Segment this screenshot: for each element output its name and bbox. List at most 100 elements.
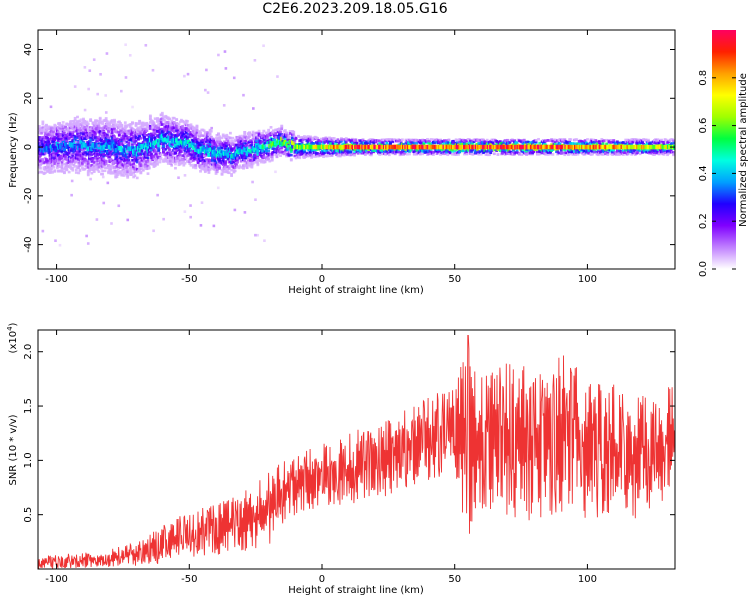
heatmap-cell (54, 148, 58, 153)
heatmap-cell (41, 120, 45, 124)
heatmap-cell (148, 160, 152, 163)
heatmap-cell (111, 162, 115, 166)
heatmap-cell (88, 153, 91, 157)
heatmap-cell (41, 126, 45, 129)
heatmap-cell (86, 122, 90, 126)
heatmap-cell (51, 134, 54, 138)
heatmap-cell (349, 150, 353, 154)
heatmap-cell (275, 142, 279, 148)
heatmap-cell (156, 120, 159, 123)
heatmap-cell (97, 170, 101, 173)
heatmap-cell (218, 137, 222, 140)
heatmap-cell (253, 147, 258, 152)
heatmap-cell (224, 147, 228, 151)
heatmap-cell (475, 149, 478, 153)
heatmap-cell (65, 137, 69, 141)
heatmap-cell (169, 153, 173, 157)
heatmap-cell (90, 153, 94, 156)
heatmap-cell (372, 141, 376, 145)
heatmap-cell (74, 159, 78, 163)
heatmap-cell (174, 152, 177, 155)
heatmap-cell (328, 154, 331, 158)
heatmap-cell (228, 163, 232, 166)
heatmap-cell (51, 164, 54, 167)
heatmap-cell (73, 142, 77, 146)
heatmap-cell (248, 161, 251, 165)
heatmap-cell (90, 150, 94, 153)
heatmap-cell (267, 149, 271, 153)
heatmap-cell (324, 137, 328, 141)
heatmap-cell (280, 148, 284, 151)
heatmap-cell (195, 128, 199, 131)
heatmap-cell (281, 150, 285, 154)
heatmap-cell (193, 156, 196, 159)
heatmap-cell (89, 138, 93, 142)
heatmap-cell (432, 153, 435, 156)
heatmap-cell (246, 163, 250, 167)
heatmap-cell (145, 129, 149, 132)
heatmap-cell (77, 124, 81, 128)
heatmap-cell (146, 156, 150, 160)
heatmap-cell (391, 149, 395, 152)
heatmap-cell (79, 139, 83, 144)
heatmap-cell (240, 143, 244, 146)
heatmap-cell (186, 139, 191, 144)
heatmap-cell (178, 120, 182, 124)
heatmap-cell (84, 161, 88, 164)
heatmap-cell (446, 153, 450, 157)
heatmap-cell (410, 148, 414, 151)
heatmap-cell (170, 152, 174, 155)
heatmap-cell (101, 122, 104, 126)
heatmap-cell (89, 118, 93, 121)
heatmap-cell (311, 138, 315, 141)
heatmap-cell (164, 156, 168, 159)
heatmap-cell (476, 148, 480, 152)
heatmap-cell (275, 147, 279, 150)
heatmap-cell (158, 155, 162, 159)
heatmap-cell (76, 155, 79, 159)
heatmap-cell (146, 140, 150, 144)
heatmap-cell (107, 171, 110, 175)
heatmap-cell (239, 153, 243, 156)
heatmap-cell (129, 167, 133, 171)
heatmap-cell (236, 160, 239, 164)
heatmap-cell (234, 139, 238, 143)
heatmap-cell (76, 115, 79, 119)
heatmap-cell (385, 149, 389, 153)
heatmap-cell (177, 131, 181, 134)
heatmap-cell (479, 139, 483, 143)
heatmap-cell (137, 126, 140, 130)
heatmap-cell (208, 168, 212, 171)
heatmap-cell (182, 132, 186, 136)
heatmap-cell (39, 159, 42, 163)
heatmap-cell (43, 171, 47, 175)
heatmap-cell (86, 129, 90, 133)
heatmap-cell (125, 158, 128, 162)
heatmap-cell (135, 168, 139, 171)
heatmap-cell (110, 166, 114, 169)
heatmap-cell (52, 158, 56, 162)
heatmap-cell (408, 152, 411, 156)
heatmap-cell (119, 164, 122, 168)
heatmap-cell (70, 162, 73, 166)
heatmap-cell (146, 127, 150, 130)
heatmap-cell (109, 121, 113, 124)
heatmap-cell (142, 159, 146, 163)
heatmap-cell (227, 171, 231, 175)
heatmap-cell (91, 166, 95, 169)
heatmap-cell (196, 161, 200, 165)
heatmap-cell (399, 152, 403, 156)
heatmap-cell (128, 161, 132, 164)
heatmap-cell (148, 117, 152, 121)
heatmap-cell (309, 138, 312, 142)
heatmap-cell (187, 149, 190, 152)
heatmap-cell (277, 127, 281, 131)
heatmap-cell (170, 119, 174, 123)
heatmap-cell (108, 155, 112, 159)
heatmap-cell (105, 133, 109, 137)
heatmap-cell (116, 167, 120, 171)
heatmap-cell (96, 162, 100, 166)
heatmap-cell (215, 145, 219, 148)
heatmap-cell (117, 125, 121, 129)
heatmap-cell (199, 143, 202, 147)
